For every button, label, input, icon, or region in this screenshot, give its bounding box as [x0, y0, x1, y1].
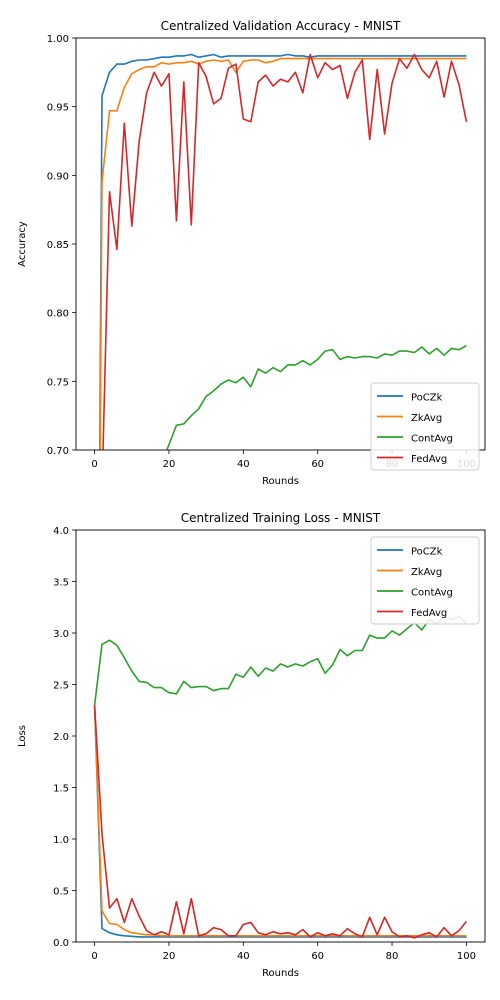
accuracy-chart: Centralized Validation Accuracy - MNIST 0…: [17, 19, 486, 487]
y-tick-label: 0.85: [47, 240, 69, 251]
x-tick-label: 20: [163, 459, 176, 470]
loss-chart: Centralized Training Loss - MNIST 0 20 40 60…: [17, 511, 486, 979]
legend-label-zkavg: ZkAvg: [411, 413, 442, 424]
y-tick-label: 0.0: [53, 938, 69, 949]
x-tick-label: 80: [386, 951, 399, 962]
legend-label-contavg: ContAvg: [411, 434, 453, 445]
y-tick-label: 2.5: [53, 681, 69, 692]
y-tick-label: 3.5: [53, 578, 69, 589]
y-tick-label: 2.0: [53, 732, 69, 743]
legend: PoCZk ZkAvg ContAvg FedAvg: [370, 382, 480, 471]
x-tick-label: 0: [91, 951, 97, 962]
legend-label-fedavg: FedAvg: [411, 608, 447, 619]
x-tick-label: 40: [237, 459, 250, 470]
x-tick-label: 40: [237, 951, 250, 962]
series-line-contavg: [165, 344, 467, 450]
legend-box: [370, 382, 480, 471]
x-tick-label: 20: [163, 951, 176, 962]
y-tick-label: 3.0: [53, 629, 69, 640]
legend-label-poczk: PoCZk: [411, 547, 443, 558]
x-tick-label: 100: [457, 951, 476, 962]
series-line-fedavg: [102, 53, 468, 450]
x-tick-label: 0: [91, 459, 97, 470]
legend-box: [370, 536, 480, 625]
series-line-zkavg: [99, 57, 467, 450]
legend: PoCZk ZkAvg ContAvg FedAvg: [370, 536, 480, 625]
y-tick-label: 0.90: [47, 171, 69, 182]
y-tick-label: 1.5: [53, 784, 69, 795]
y-axis-label: Accuracy: [17, 221, 28, 267]
x-axis-label: Rounds: [262, 476, 299, 487]
legend-label-fedavg: FedAvg: [411, 454, 447, 465]
y-tick-label: 1.0: [53, 835, 69, 846]
legend-label-zkavg: ZkAvg: [411, 567, 442, 578]
chart-title: Centralized Training Loss - MNIST: [181, 511, 381, 525]
series-line-poczk: [93, 705, 467, 938]
series-line-zkavg: [93, 705, 467, 937]
legend-label-contavg: ContAvg: [411, 588, 453, 599]
y-tick-label: 1.00: [47, 34, 69, 45]
series-line-poczk: [98, 53, 467, 450]
series-group: [93, 615, 468, 939]
chart-title: Centralized Validation Accuracy - MNIST: [161, 19, 401, 33]
y-tick-label: 0.75: [47, 377, 69, 388]
y-tick-label: 0.70: [47, 446, 69, 457]
x-tick-label: 60: [311, 951, 324, 962]
y-tick-label: 0.5: [53, 887, 69, 898]
series-line-contavg: [93, 615, 467, 706]
series-line-fedavg: [93, 705, 468, 939]
series-group: [98, 53, 468, 450]
y-tick-label: 4.0: [53, 526, 69, 537]
x-tick-label: 60: [311, 459, 324, 470]
y-axis-label: Loss: [17, 725, 28, 747]
legend-label-poczk: PoCZk: [411, 393, 443, 404]
y-tick-label: 0.95: [47, 103, 69, 114]
x-axis-label: Rounds: [262, 968, 299, 979]
y-tick-label: 0.80: [47, 309, 69, 320]
